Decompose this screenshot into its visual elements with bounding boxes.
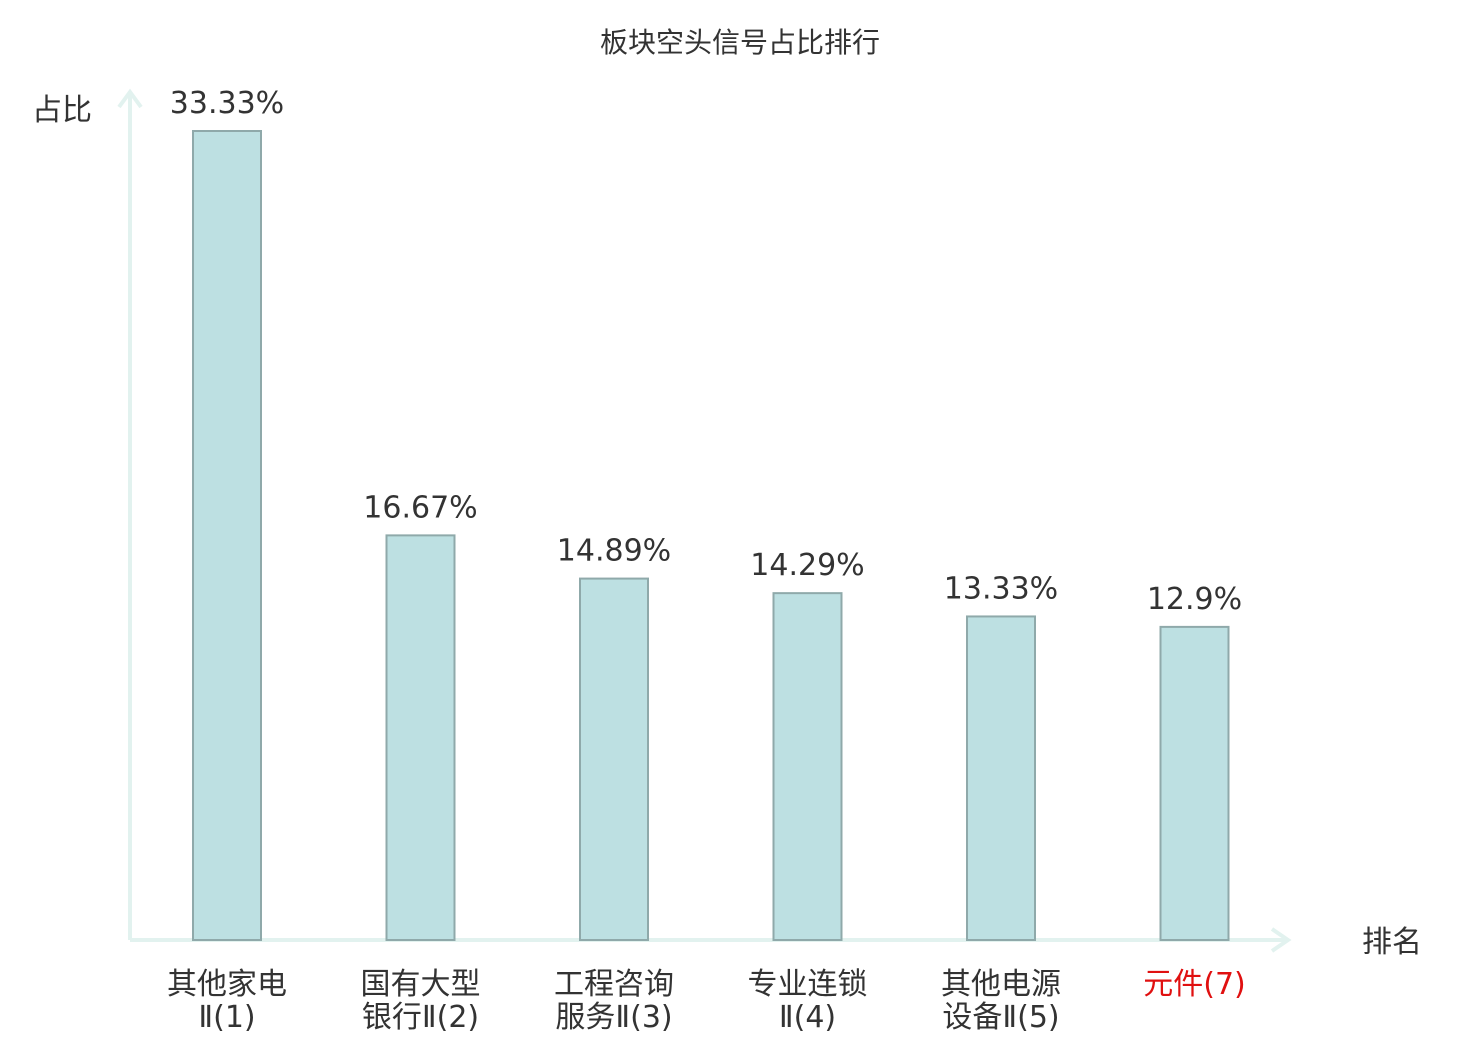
bar-4 — [772, 592, 843, 942]
x-tick-label-5-line-2: 设备Ⅱ(5) — [942, 1000, 1059, 1035]
x-tick-label-1-line-2: Ⅱ(1) — [198, 1000, 255, 1035]
bar-6 — [1159, 625, 1230, 941]
x-tick-label-6-line-1: 元件(7) — [1143, 967, 1246, 1002]
bar-value-label-4: 14.29% — [750, 548, 864, 583]
x-tick-label-3-line-2: 服务Ⅱ(3) — [555, 1000, 672, 1035]
x-tick-label-4-line-1: 专业连锁 — [748, 967, 868, 1002]
y-axis-label: 占比 — [32, 93, 92, 128]
bar-value-label-5: 13.33% — [944, 571, 1058, 606]
bar-3 — [579, 577, 649, 941]
bar-value-label-3: 14.89% — [557, 534, 671, 569]
bar-value-label-6: 12.9% — [1147, 582, 1242, 617]
x-axis-label: 排名 — [1362, 925, 1422, 960]
bar-value-label-1: 33.33% — [170, 86, 284, 121]
bar-value-label-2: 16.67% — [363, 490, 477, 525]
x-tick-label-1-line-1: 其他家电 — [167, 967, 287, 1002]
x-tick-label-2-line-1: 国有大型 — [361, 967, 481, 1002]
x-tick-label-2-line-2: 银行Ⅱ(2) — [362, 1000, 479, 1035]
x-tick-label-3-line-1: 工程咨询 — [554, 967, 674, 1002]
x-tick-label-4-line-2: Ⅱ(4) — [779, 1000, 836, 1035]
chart-title: 板块空头信号占比排行 — [600, 26, 880, 59]
x-axis-arrow — [1270, 927, 1292, 953]
x-tick-label-5-line-1: 其他电源 — [941, 967, 1061, 1002]
bar-1 — [192, 130, 262, 941]
bar-2 — [385, 534, 456, 942]
bar-5 — [966, 615, 1036, 941]
y-axis-arrow — [117, 88, 143, 109]
